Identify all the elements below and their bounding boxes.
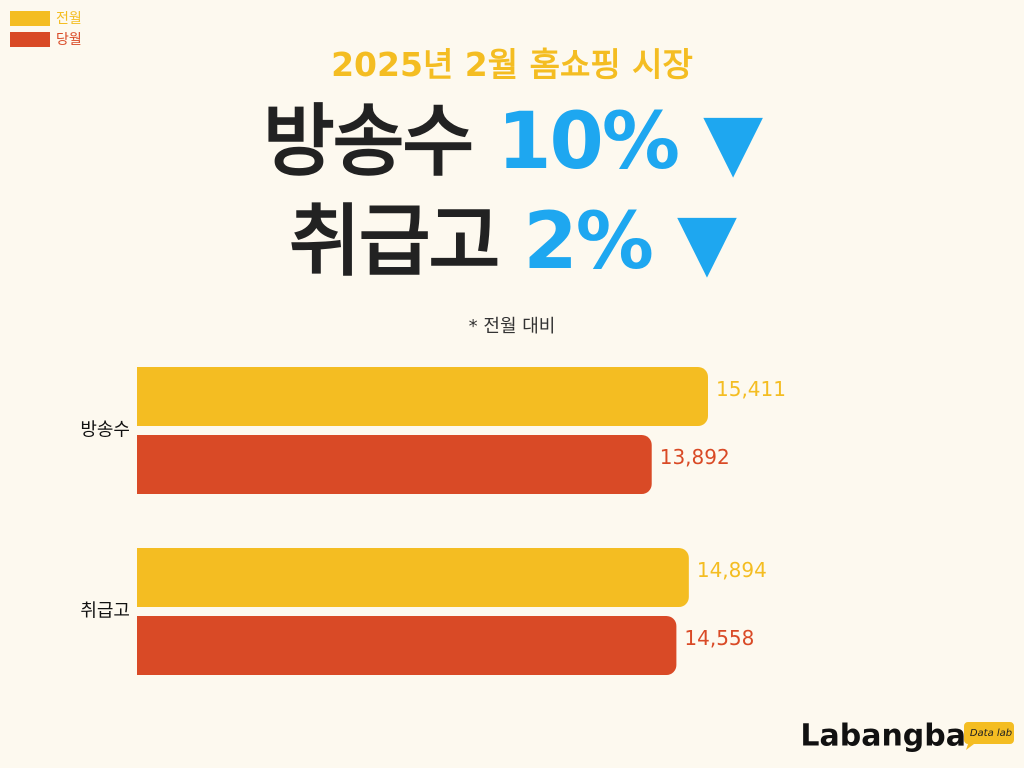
headline: 방송수 10% ▼ (0, 103, 1024, 181)
value-label: 15,411 (716, 377, 786, 401)
bar (137, 435, 652, 494)
headline-symbol: ▼ (677, 197, 737, 287)
value-label: 13,892 (660, 445, 730, 469)
y-tick-label: 취급고 (80, 601, 130, 622)
bar (137, 367, 708, 426)
logo-tag: Data lab (970, 728, 1012, 739)
value-label: 14,558 (684, 626, 754, 650)
bar (137, 616, 677, 675)
headline: 취급고 2% ▼ (0, 203, 1024, 281)
value-label: 14,894 (697, 558, 767, 582)
logo: Labangba (800, 719, 966, 754)
note: * 전월 대비 (468, 316, 556, 337)
headline-label: 방송수 (262, 97, 474, 187)
bar (137, 548, 689, 607)
headline-label: 취급고 (288, 197, 500, 287)
legend-label: 전월 (56, 11, 82, 27)
headline-symbol: ▼ (703, 97, 763, 187)
chart-title: 2025년 2월 홈쇼핑 시장 (331, 45, 693, 84)
legend-label: 당월 (56, 32, 82, 48)
headline-change: 10% (497, 97, 680, 187)
y-tick-label: 방송수 (80, 420, 130, 441)
headline-change: 2% (523, 197, 653, 287)
legend-swatch (10, 32, 50, 47)
legend-swatch (10, 11, 50, 26)
logo-bubble (964, 722, 1014, 750)
